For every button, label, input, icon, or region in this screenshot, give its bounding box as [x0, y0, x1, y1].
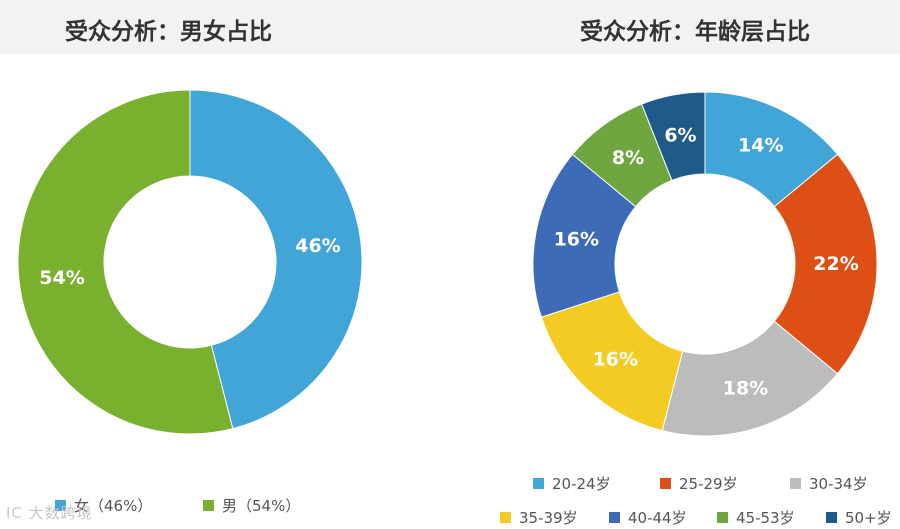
donut-slice-1 — [773, 153, 878, 375]
legend-item: 20-24岁 — [533, 473, 611, 494]
legend-item: 25-29岁 — [660, 473, 738, 494]
legend-swatch — [500, 512, 511, 523]
slice-label-6: 6% — [664, 124, 696, 146]
legend-item: 45-53岁 — [717, 507, 795, 528]
legend-swatch — [55, 500, 66, 511]
legend-swatch — [660, 478, 671, 489]
slice-label-0: 46% — [295, 235, 340, 257]
slice-label-1: 54% — [39, 267, 84, 289]
slice-label-2: 18% — [723, 378, 768, 400]
legend-label: 35-39岁 — [519, 509, 578, 527]
slice-label-1: 22% — [813, 253, 858, 275]
legend-item: 50+岁 — [826, 507, 892, 528]
legend-label: 女（46%） — [74, 497, 153, 515]
legend-swatch — [717, 512, 728, 523]
watermark: IC 大数跨境 — [6, 504, 93, 522]
legend-label: 50+岁 — [845, 509, 892, 527]
legend-item: 40-44岁 — [609, 507, 687, 528]
legend-item: 男（54%） — [203, 495, 300, 516]
slice-label-4: 16% — [554, 228, 599, 250]
slice-label-3: 16% — [593, 348, 638, 370]
age-donut-chart: 14% 22% 18% 16% 16% 8% 6% — [532, 91, 878, 437]
gender-chart-title: 受众分析：男女占比 — [65, 19, 272, 45]
header-band — [0, 0, 900, 54]
legend-swatch — [203, 500, 214, 511]
donut-slice-2 — [661, 320, 839, 437]
slice-label-0: 14% — [738, 134, 783, 156]
age-chart-title: 受众分析：年龄层占比 — [580, 19, 810, 45]
legend-item: 35-39岁 — [500, 507, 578, 528]
legend-label: 45-53岁 — [736, 509, 795, 527]
legend-item: 女（46%） — [55, 495, 152, 516]
legend-label: 30-34岁 — [809, 475, 868, 493]
legend-label: 40-44岁 — [628, 509, 687, 527]
legend-label: 25-29岁 — [679, 475, 738, 493]
slice-label-5: 8% — [612, 147, 644, 169]
donut-slice-6 — [641, 91, 706, 181]
gender-donut-chart: 46% 54% — [17, 89, 363, 435]
legend-swatch — [790, 478, 801, 489]
legend-swatch — [609, 512, 620, 523]
legend-label: 男（54%） — [222, 497, 301, 515]
legend-item: 30-34岁 — [790, 473, 868, 494]
donut-slice-0 — [189, 89, 363, 430]
donut-slice-1 — [17, 89, 234, 435]
legend-swatch — [826, 512, 837, 523]
legend-label: 20-24岁 — [552, 475, 611, 493]
legend-swatch — [533, 478, 544, 489]
